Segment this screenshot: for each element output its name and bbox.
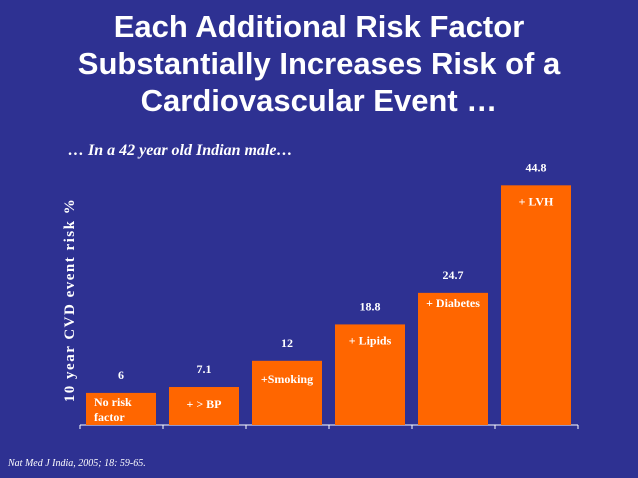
bar-1 bbox=[86, 392, 156, 425]
bar-5 bbox=[418, 292, 488, 425]
bar-6 bbox=[501, 185, 571, 425]
category-label-1a: No risk bbox=[94, 395, 132, 409]
category-label-2: + > BP bbox=[186, 397, 221, 411]
value-label-5: 24.7 bbox=[443, 268, 464, 282]
bar-4 bbox=[335, 324, 405, 425]
title-line-3: Cardiovascular Event … bbox=[140, 83, 498, 118]
category-label-1b: factor bbox=[94, 410, 125, 424]
category-label-3: +Smoking bbox=[261, 372, 313, 386]
title-line-1: Each Additional Risk Factor bbox=[113, 9, 525, 44]
title-line-2: Substantially Increases Risk of a bbox=[77, 46, 561, 81]
value-label-2: 7.1 bbox=[197, 362, 212, 376]
bar-2 bbox=[169, 387, 239, 425]
category-label-4: + Lipids bbox=[349, 333, 392, 347]
chart-subtitle: … In a 42 year old Indian male… bbox=[68, 142, 293, 159]
category-label-6: + LVH bbox=[519, 194, 554, 208]
y-axis-label: 10 year CVD event risk % bbox=[62, 198, 78, 402]
slide-title: Each Additional Risk Factor Substantiall… bbox=[0, 8, 638, 119]
category-label-5: + Diabetes bbox=[426, 296, 480, 310]
value-label-4: 18.8 bbox=[360, 299, 381, 313]
source-citation: Nat Med J India, 2005; 18: 59-65. bbox=[8, 458, 146, 469]
bar-3 bbox=[252, 360, 322, 425]
value-label-1: 6 bbox=[118, 368, 124, 382]
value-label-6: 44.8 bbox=[526, 160, 547, 174]
value-label-3: 12 bbox=[281, 336, 293, 350]
